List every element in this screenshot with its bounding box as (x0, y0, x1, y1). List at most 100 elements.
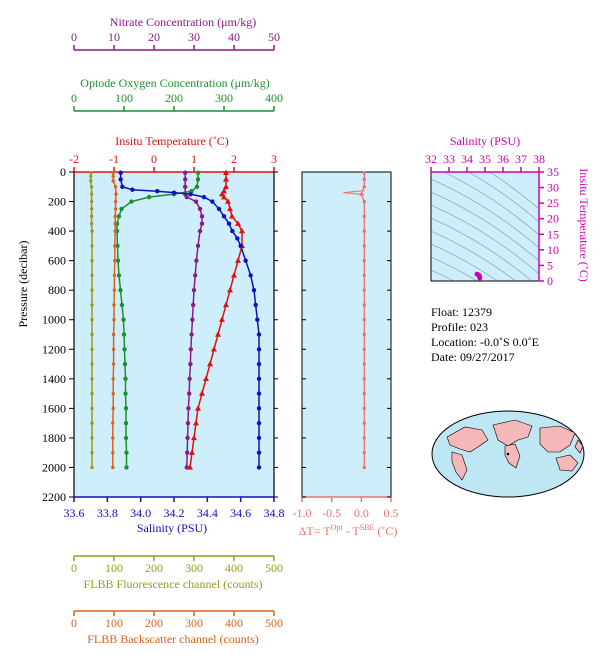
fluorescence-point (90, 318, 94, 322)
ts-salinity-label: Salinity (PSU) (450, 134, 520, 148)
salinity-tick-label: 34.6 (230, 506, 251, 520)
ts-salinity-tick-label: 35 (479, 152, 491, 166)
temperature-point (219, 316, 225, 322)
backscatter-axis-label: FLBB Backscatter channel (counts) (87, 632, 259, 646)
nitrate-point (185, 435, 190, 441)
nitrate-point (197, 228, 203, 234)
salinity-line (119, 172, 260, 468)
ts-isopycnal (431, 178, 539, 249)
delta-t-point (362, 377, 366, 381)
salinity-point (256, 465, 262, 470)
backscatter-point (112, 273, 117, 278)
ts-temperature-tick-label: 10 (547, 243, 559, 257)
oxygen-point (118, 287, 123, 293)
ts-temperature-tick-label: 15 (547, 227, 559, 241)
backscatter-point (111, 332, 116, 337)
temperature-point (235, 220, 241, 226)
salinity-point (118, 177, 123, 182)
oxygen-axis-label: Optode Oxygen Concentration (μm/kg) (80, 76, 269, 90)
delta-t-point (362, 177, 366, 182)
temperature-tick-label: 0 (151, 152, 157, 166)
nitrate-point (191, 302, 196, 308)
oxygen-point (122, 361, 128, 367)
oxygen-point (121, 317, 126, 322)
fluorescence-point (90, 347, 94, 351)
backscatter-point (113, 207, 118, 211)
temperature-point (223, 176, 229, 182)
salinity-point (256, 450, 262, 455)
temperature-point (195, 405, 201, 411)
oxygen-point (123, 406, 129, 411)
temperature-point (187, 464, 193, 470)
oxygen-point (119, 206, 124, 212)
pressure-tick-label: 600 (48, 254, 66, 268)
fluorescence-axis-label: FLBB Fluorescence channel (counts) (84, 577, 263, 591)
backscatter-point (111, 174, 115, 179)
salinity-point (253, 302, 258, 308)
world-map (431, 410, 585, 498)
oxygen-point (116, 214, 122, 219)
fluorescence-point (89, 174, 93, 179)
ts-point (477, 275, 483, 281)
delta-t-point (362, 185, 366, 189)
ts-salinity-tick-label: 36 (497, 152, 509, 166)
ts-salinity-tick-label: 32 (425, 152, 437, 166)
ts-temperature-tick-label: 20 (547, 212, 559, 226)
temperature-point (193, 419, 199, 426)
temperature-point (203, 375, 209, 382)
salinity-point (256, 347, 262, 352)
pressure-tick-label: 1800 (42, 431, 66, 445)
map-landmass (451, 451, 468, 481)
pressure-tick-label: 800 (48, 283, 66, 297)
fluorescence-point (89, 179, 93, 183)
map-landmass (574, 439, 584, 454)
backscatter-point (112, 318, 116, 322)
delta-t-point (362, 406, 366, 411)
temperature-axis-label: Insitu Temperature (˚C) (115, 134, 229, 148)
backscatter-point (112, 288, 117, 292)
nitrate-tick-label: 0 (71, 30, 77, 44)
backscatter-point (111, 450, 115, 455)
ts-isopycnal (431, 191, 539, 262)
backscatter-tick-label: 300 (185, 616, 203, 630)
ts-temperature-tick-label: 25 (547, 196, 559, 210)
nitrate-point (185, 420, 191, 426)
oxygen-point (195, 177, 201, 182)
fluorescence-point (90, 258, 94, 263)
backscatter-point (113, 199, 118, 204)
delta-t-point (362, 450, 366, 455)
backscatter-point (111, 347, 116, 351)
delta-t-point (362, 303, 366, 307)
salinity-tick-label: 34.2 (164, 506, 185, 520)
nitrate-point (186, 406, 191, 411)
nitrate-point (194, 258, 199, 263)
oxygen-tick-label: 100 (115, 91, 133, 105)
oxygen-tick-label: 400 (265, 91, 283, 105)
fluorescence-point (90, 436, 94, 440)
fluorescence-point (89, 192, 94, 196)
pressure-tick-label: 1400 (42, 372, 66, 386)
nitrate-point (187, 376, 192, 382)
backscatter-tick-label: 400 (225, 616, 243, 630)
fluorescence-point (89, 207, 94, 211)
delta-t-point (362, 332, 366, 337)
oxygen-point (123, 391, 128, 396)
fluorescence-point (89, 222, 94, 226)
ts-isopycnal (431, 230, 517, 281)
delta-tick-label: 0.5 (384, 506, 399, 520)
nitrate-point (197, 206, 203, 212)
pressure-tick-label: 1600 (42, 401, 66, 415)
pressure-tick-label: 2000 (42, 460, 66, 474)
fluorescence-tick-label: 100 (105, 561, 123, 575)
salinity-point (230, 228, 235, 234)
backscatter-point (111, 391, 115, 396)
salinity-point (130, 187, 135, 192)
oxygen-point (115, 243, 120, 249)
salinity-tick-label: 33.8 (97, 506, 118, 520)
fluorescence-point (90, 244, 94, 248)
salinity-point (188, 191, 193, 197)
temperature-point (211, 346, 217, 352)
backscatter-tick-label: 200 (145, 616, 163, 630)
salinity-point (256, 420, 262, 426)
